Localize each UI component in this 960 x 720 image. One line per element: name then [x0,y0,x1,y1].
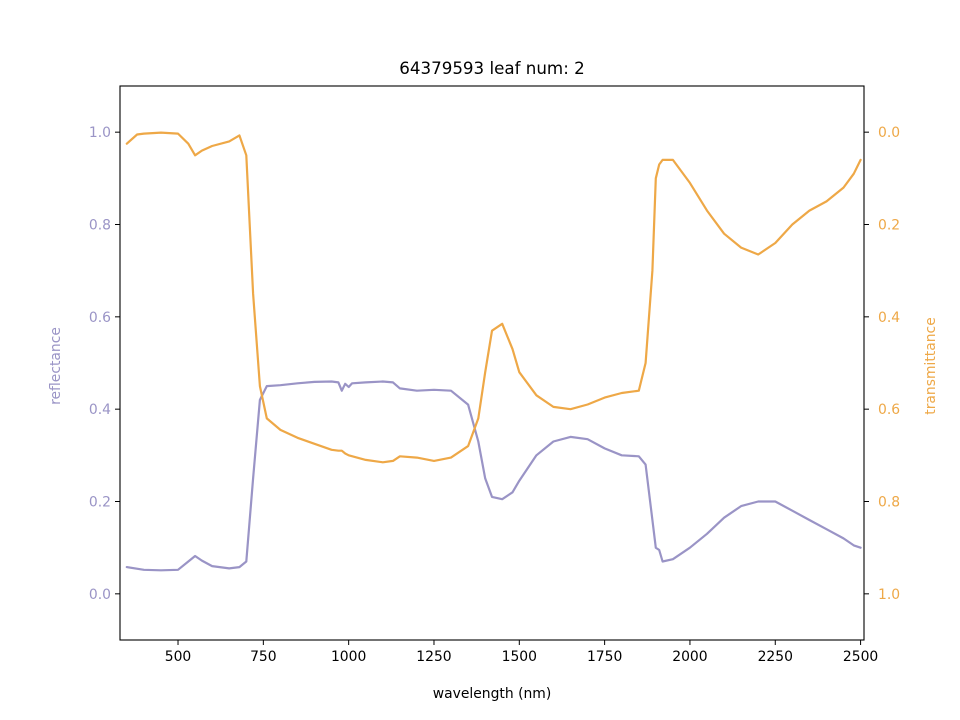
y-left-tick-label: 1.0 [89,125,111,141]
y-axis-right-label: transmittance [923,317,939,415]
y-right-tick-label: 1.0 [878,587,900,603]
y-left-tick-label: 0.4 [89,402,111,418]
x-tick-label: 2000 [672,649,707,665]
y-right-tick-label: 0.6 [878,402,900,418]
y-left-tick-label: 0.8 [89,218,111,234]
x-tick-label: 500 [165,649,192,665]
y-right-tick-label: 0.2 [878,218,900,234]
x-tick-label: 1250 [416,649,451,665]
series-line-transmittance [125,131,862,464]
series-layer [125,131,862,572]
x-tick-label: 2250 [758,649,793,665]
y-right-tick-label: 0.0 [878,125,900,141]
y-axis-left-label: reflectance [48,327,64,405]
x-tick-label: 2500 [843,649,878,665]
x-tick-label: 1750 [587,649,622,665]
x-tick-label: 1000 [331,649,366,665]
y-left-tick-label: 0.2 [89,495,111,511]
y-right-tick-label: 0.4 [878,310,900,326]
ticks-layer: 500 750 1000 1250 1500 1750 2000 2250 2500 0.0 0.2… [89,125,900,665]
series-line-reflectance [125,380,862,572]
y-left-tick-label: 0.6 [89,310,111,326]
y-left-tick-label: 0.0 [89,587,111,603]
x-axis-label: wavelength (nm) [433,686,552,702]
chart-title: 64379593 leaf num: 2 [399,58,585,78]
x-tick-label: 1500 [502,649,537,665]
y-right-tick-label: 0.8 [878,495,900,511]
plot-frame [119,85,865,641]
x-tick-label: 750 [250,649,277,665]
